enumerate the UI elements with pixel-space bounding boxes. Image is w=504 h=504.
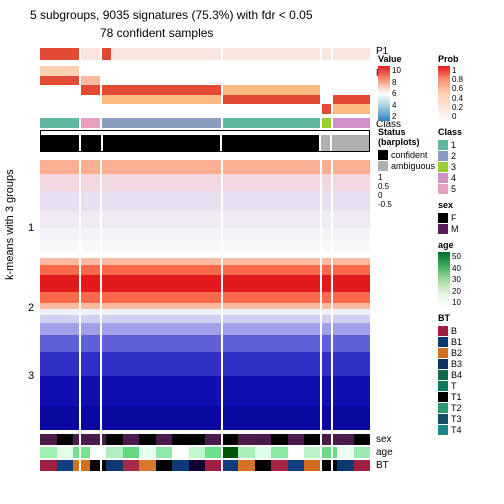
title-line-2: 78 confident samples — [100, 26, 213, 40]
status-track — [40, 130, 370, 152]
y-tick: 1 — [28, 222, 34, 234]
annotation-label: sex — [376, 434, 392, 445]
sex-track — [40, 434, 370, 445]
y-tick: 3 — [28, 370, 34, 382]
bt-track — [40, 460, 370, 471]
right-legend: Prob10.80.60.40.20Class12345sexFMage5040… — [438, 48, 498, 435]
age-track — [40, 447, 370, 458]
annotation-label: BT — [376, 460, 389, 471]
plot-area — [40, 48, 370, 468]
main-heatmap — [40, 160, 370, 430]
title-line-1: 5 subgroups, 9035 signatures (75.3%) wit… — [30, 8, 313, 22]
top-heatmap — [40, 66, 370, 114]
y-axis-label: k-means with 3 groups — [4, 169, 16, 280]
class-track — [40, 118, 370, 128]
annotation-label: age — [376, 447, 393, 458]
y-tick: 2 — [28, 302, 34, 314]
prob-track — [40, 48, 370, 60]
